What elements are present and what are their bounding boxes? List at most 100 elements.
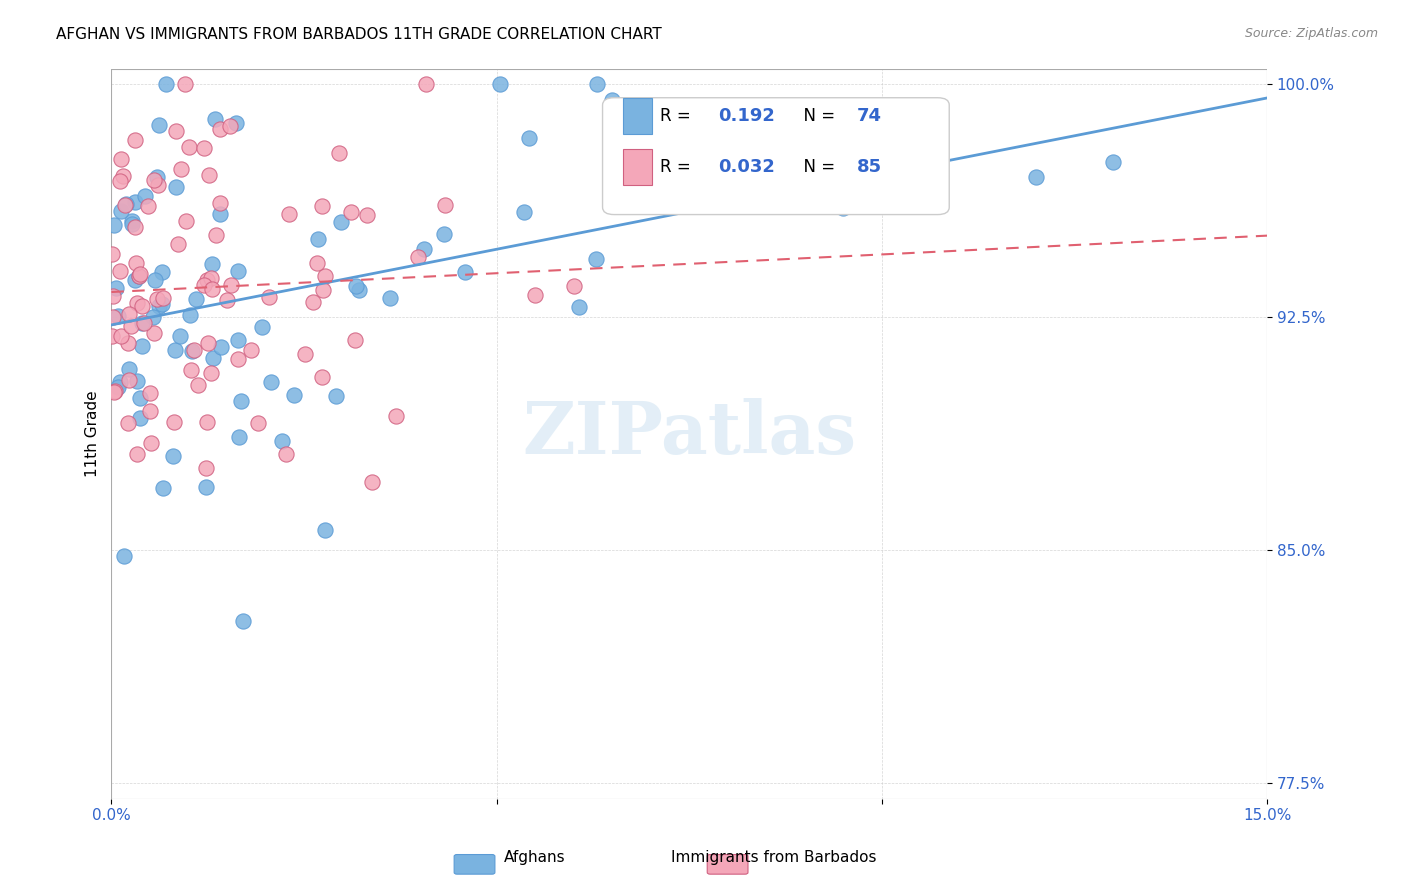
Point <box>128 268 150 283</box>
Point <box>105 281 128 295</box>
Point <box>385 409 408 424</box>
Text: Immigrants from Barbados: Immigrants from Barbados <box>671 850 876 865</box>
Point <box>103 384 125 399</box>
Point <box>585 252 607 267</box>
Point <box>146 178 169 193</box>
Point <box>108 264 131 278</box>
Point <box>228 430 250 444</box>
Text: Afghans: Afghans <box>503 850 565 865</box>
Point <box>229 393 252 408</box>
Point <box>118 307 141 321</box>
Point <box>200 256 222 270</box>
Point <box>139 436 162 450</box>
Point <box>277 207 299 221</box>
Point <box>200 367 222 381</box>
Point <box>125 296 148 310</box>
Text: AFGHAN VS IMMIGRANTS FROM BARBADOS 11TH GRADE CORRELATION CHART: AFGHAN VS IMMIGRANTS FROM BARBADOS 11TH … <box>56 27 662 42</box>
Point <box>226 264 249 278</box>
Point <box>226 333 249 347</box>
Point <box>412 242 434 256</box>
Point <box>101 246 124 260</box>
Point <box>311 370 333 384</box>
Point <box>489 77 512 91</box>
Point <box>271 434 294 448</box>
Point <box>356 208 378 222</box>
Point <box>179 308 201 322</box>
Point <box>150 265 173 279</box>
Point <box>517 131 540 145</box>
Point <box>193 278 215 293</box>
Point <box>145 292 167 306</box>
Point <box>307 232 329 246</box>
Point <box>132 316 155 330</box>
Point <box>152 481 174 495</box>
Point <box>380 292 402 306</box>
Point <box>312 283 335 297</box>
Point <box>163 343 186 357</box>
Point <box>600 93 623 107</box>
Point <box>121 213 143 227</box>
Point <box>257 290 280 304</box>
Y-axis label: 11th Grade: 11th Grade <box>86 391 100 477</box>
Point <box>110 153 132 167</box>
Point <box>307 255 329 269</box>
Point <box>148 119 170 133</box>
Point <box>124 194 146 209</box>
Point <box>142 326 165 340</box>
Point <box>195 479 218 493</box>
Point <box>138 404 160 418</box>
Point <box>142 310 165 324</box>
Point <box>562 279 585 293</box>
Point <box>177 140 200 154</box>
Point <box>180 343 202 358</box>
Point <box>139 386 162 401</box>
Point <box>201 283 224 297</box>
Point <box>1025 170 1047 185</box>
Point <box>586 77 609 91</box>
Point <box>131 299 153 313</box>
Point <box>328 146 350 161</box>
Point <box>209 122 232 136</box>
Point <box>219 278 242 293</box>
Point <box>174 77 197 91</box>
Text: 0.192: 0.192 <box>718 107 775 125</box>
Point <box>1102 154 1125 169</box>
Point <box>195 415 218 429</box>
Point <box>117 336 139 351</box>
Point <box>176 214 198 228</box>
Point <box>108 375 131 389</box>
Point <box>208 207 231 221</box>
Point <box>146 170 169 185</box>
Point <box>143 273 166 287</box>
Point <box>197 336 219 351</box>
Text: N =: N = <box>793 158 841 176</box>
Point <box>165 124 187 138</box>
Text: 0.032: 0.032 <box>718 158 775 176</box>
Point <box>129 268 152 282</box>
Point <box>152 291 174 305</box>
Point <box>361 475 384 489</box>
Point <box>127 374 149 388</box>
Point <box>208 195 231 210</box>
Point <box>276 447 298 461</box>
Point <box>325 389 347 403</box>
Point <box>246 417 269 431</box>
Point <box>101 310 124 324</box>
Point <box>339 205 361 219</box>
Point <box>121 319 143 334</box>
Point <box>134 189 156 203</box>
Point <box>128 392 150 406</box>
Point <box>755 186 778 200</box>
Point <box>127 447 149 461</box>
Point <box>513 205 536 219</box>
Point <box>124 273 146 287</box>
Point <box>136 199 159 213</box>
Point <box>124 133 146 147</box>
Point <box>204 112 226 126</box>
Point <box>117 416 139 430</box>
Point <box>114 197 136 211</box>
Point <box>166 236 188 251</box>
Point <box>250 319 273 334</box>
Point <box>219 120 242 134</box>
Point <box>112 549 135 564</box>
